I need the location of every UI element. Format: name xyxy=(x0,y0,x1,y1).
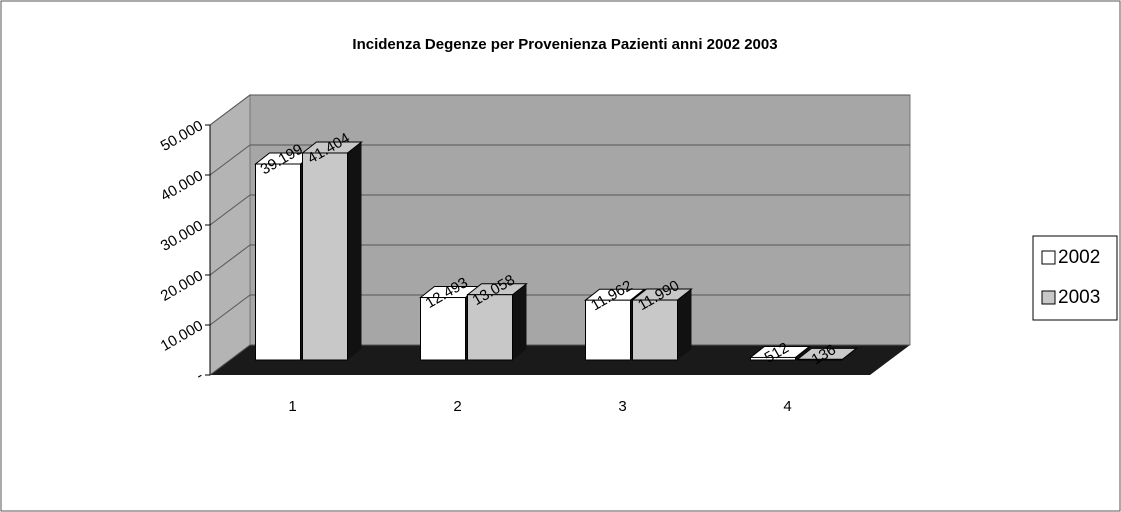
x-tick-label: 2 xyxy=(453,398,461,415)
side-wall xyxy=(209,94,251,376)
bar-side xyxy=(347,141,362,360)
x-tick-label: 1 xyxy=(288,398,296,415)
grid-line xyxy=(209,194,251,226)
grid-line xyxy=(209,144,251,176)
x-tick-label: 3 xyxy=(618,398,626,415)
legend-swatch xyxy=(1041,290,1056,305)
legend-label: 2002 xyxy=(1058,247,1100,268)
bar xyxy=(420,297,466,361)
floor xyxy=(210,345,910,375)
bar xyxy=(302,152,348,361)
bar-side xyxy=(512,283,527,360)
legend-swatch xyxy=(1041,250,1056,265)
bar xyxy=(467,294,513,361)
bar xyxy=(585,299,631,361)
bar-side xyxy=(677,289,692,360)
x-tick-label: 4 xyxy=(783,398,791,415)
bar xyxy=(255,163,301,361)
grid-line xyxy=(209,294,251,326)
legend-label: 2003 xyxy=(1058,287,1100,308)
chart-title: Incidenza Degenze per Provenienza Pazien… xyxy=(352,36,777,53)
bar xyxy=(797,358,843,361)
bar xyxy=(632,299,678,361)
grid-line xyxy=(209,344,251,376)
legend-box xyxy=(1032,235,1118,321)
bar-side xyxy=(795,346,810,360)
grid-line xyxy=(209,244,251,276)
bar xyxy=(750,356,796,361)
grid-line xyxy=(209,94,251,126)
